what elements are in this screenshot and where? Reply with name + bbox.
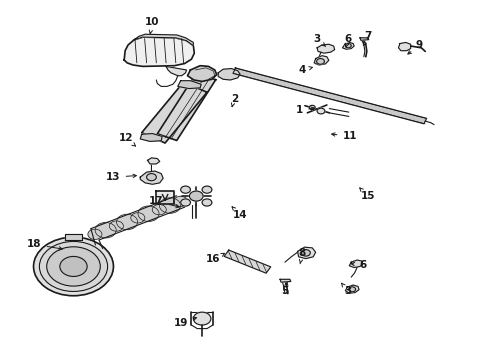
Circle shape	[301, 249, 310, 256]
Polygon shape	[218, 68, 240, 80]
Circle shape	[60, 256, 87, 276]
Circle shape	[88, 229, 102, 239]
Polygon shape	[147, 158, 160, 164]
Text: 18: 18	[27, 239, 62, 250]
Circle shape	[138, 206, 159, 221]
Polygon shape	[156, 192, 174, 204]
Text: 4: 4	[299, 65, 313, 75]
Polygon shape	[349, 260, 363, 267]
Polygon shape	[140, 134, 162, 141]
Polygon shape	[142, 82, 207, 143]
Polygon shape	[224, 250, 270, 273]
Text: 2: 2	[231, 94, 238, 107]
Circle shape	[109, 221, 123, 231]
Circle shape	[190, 191, 203, 201]
Circle shape	[47, 247, 100, 286]
Circle shape	[159, 198, 180, 213]
Text: 14: 14	[232, 207, 247, 220]
Polygon shape	[124, 37, 195, 66]
Polygon shape	[166, 66, 187, 76]
Circle shape	[152, 204, 166, 215]
Text: 11: 11	[332, 131, 357, 141]
Circle shape	[39, 242, 108, 292]
Circle shape	[181, 186, 191, 193]
Text: 5: 5	[281, 283, 289, 296]
Circle shape	[33, 237, 114, 296]
Polygon shape	[343, 42, 354, 49]
Text: 7: 7	[364, 31, 371, 45]
Polygon shape	[157, 73, 216, 140]
Polygon shape	[297, 247, 316, 258]
Circle shape	[194, 312, 211, 325]
Text: 19: 19	[173, 317, 196, 328]
Circle shape	[95, 222, 116, 238]
Circle shape	[309, 105, 315, 110]
Circle shape	[131, 213, 145, 223]
Text: 10: 10	[145, 17, 160, 33]
Polygon shape	[314, 56, 329, 65]
Circle shape	[117, 214, 138, 230]
Polygon shape	[178, 81, 201, 89]
Polygon shape	[140, 171, 163, 184]
Polygon shape	[360, 38, 369, 40]
Text: 15: 15	[360, 188, 375, 201]
Circle shape	[181, 199, 191, 206]
Polygon shape	[317, 44, 335, 53]
Circle shape	[147, 174, 156, 181]
Text: 12: 12	[119, 133, 136, 146]
Circle shape	[317, 59, 324, 64]
Polygon shape	[65, 234, 82, 240]
Text: 6: 6	[351, 260, 367, 270]
Text: 9: 9	[408, 40, 423, 54]
Polygon shape	[280, 279, 291, 282]
Text: 16: 16	[206, 253, 224, 264]
Text: 17: 17	[149, 197, 179, 208]
Text: 8: 8	[299, 248, 306, 264]
Circle shape	[202, 199, 212, 206]
Polygon shape	[134, 34, 194, 46]
Polygon shape	[188, 66, 217, 81]
Text: 3: 3	[342, 283, 352, 296]
Circle shape	[349, 287, 356, 292]
Circle shape	[345, 44, 351, 48]
Polygon shape	[398, 42, 411, 51]
Text: 6: 6	[344, 34, 352, 47]
Circle shape	[173, 196, 188, 207]
Polygon shape	[345, 285, 359, 293]
Circle shape	[317, 108, 325, 114]
Polygon shape	[233, 68, 427, 124]
Circle shape	[202, 186, 212, 193]
Text: 1: 1	[296, 105, 314, 115]
Text: 13: 13	[106, 172, 136, 182]
Text: 3: 3	[314, 34, 326, 46]
